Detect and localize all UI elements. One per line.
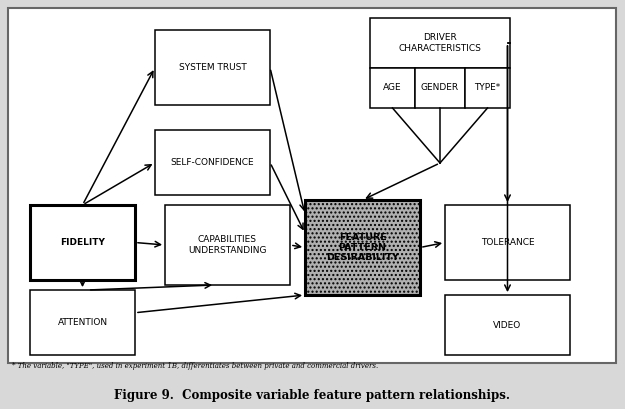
- Text: FIDELITY: FIDELITY: [60, 238, 105, 247]
- Bar: [445, 205, 570, 280]
- Bar: [155, 130, 270, 195]
- Text: VIDEO: VIDEO: [493, 321, 522, 330]
- Text: CAPABILITIES
UNDERSTANDING: CAPABILITIES UNDERSTANDING: [188, 235, 267, 255]
- Text: GENDER: GENDER: [421, 83, 459, 92]
- Bar: [155, 30, 270, 105]
- Bar: [415, 68, 465, 108]
- Bar: [465, 68, 510, 108]
- Text: ATTENTION: ATTENTION: [58, 318, 108, 327]
- Bar: [30, 205, 135, 280]
- Bar: [305, 200, 420, 295]
- Text: * The variable, "TYPE", used in experiment 1B, differentiates between private an: * The variable, "TYPE", used in experime…: [12, 362, 378, 370]
- Text: SELF-CONFIDENCE: SELF-CONFIDENCE: [171, 158, 254, 167]
- Bar: [445, 295, 570, 355]
- Text: TYPE*: TYPE*: [474, 83, 501, 92]
- Bar: [370, 68, 415, 108]
- Bar: [8, 8, 616, 363]
- Text: AGE: AGE: [383, 83, 402, 92]
- Bar: [30, 290, 135, 355]
- Bar: [165, 205, 290, 285]
- Text: FEATURE
PATTERN
DESIRABILITY: FEATURE PATTERN DESIRABILITY: [326, 233, 399, 263]
- Text: DRIVER
CHARACTERISTICS: DRIVER CHARACTERISTICS: [399, 33, 481, 53]
- Bar: [370, 18, 510, 68]
- Text: TOLERANCE: TOLERANCE: [481, 238, 534, 247]
- Text: SYSTEM TRUST: SYSTEM TRUST: [179, 63, 246, 72]
- Text: Figure 9.  Composite variable feature pattern relationships.: Figure 9. Composite variable feature pat…: [114, 389, 510, 402]
